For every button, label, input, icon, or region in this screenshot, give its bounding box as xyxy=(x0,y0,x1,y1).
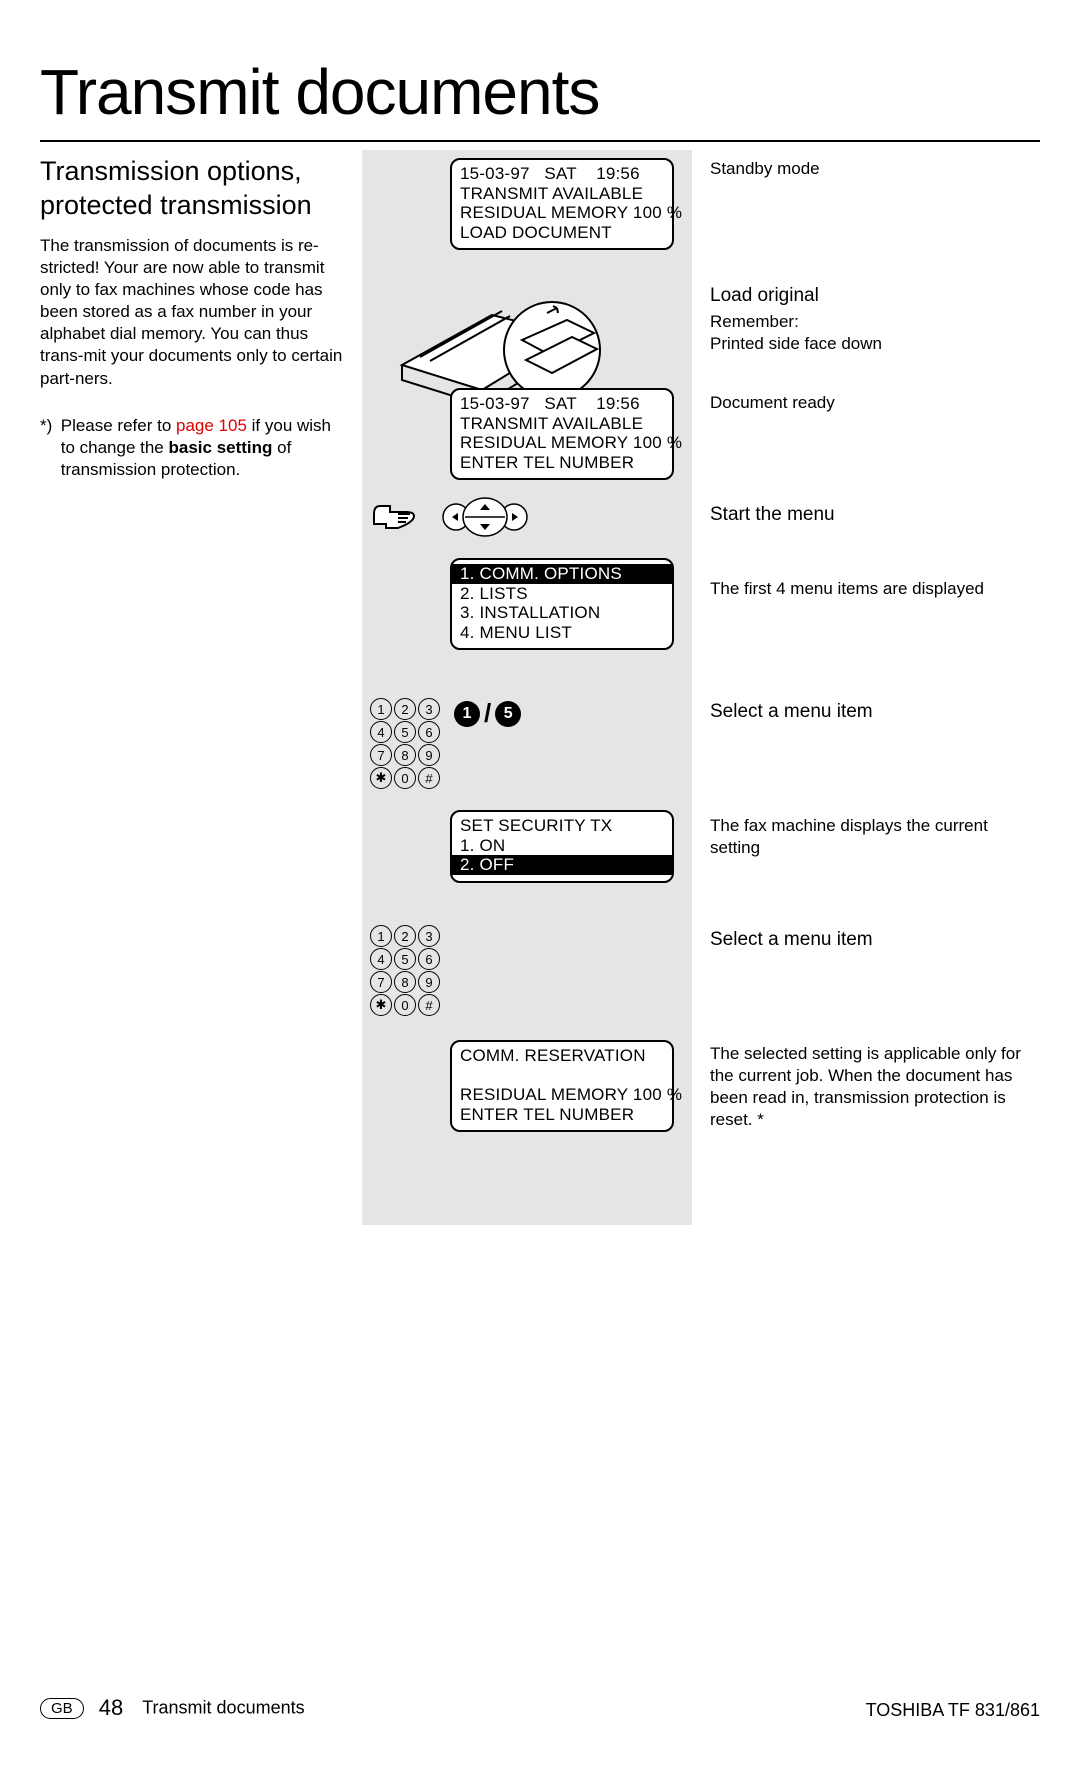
keypad-key: 5 xyxy=(394,948,416,970)
digit-circle: 1 xyxy=(454,701,480,727)
keypad-key: ✱ xyxy=(370,994,392,1016)
keypad-key: ✱ xyxy=(370,767,392,789)
note-menu-text: The first 4 menu items are displayed xyxy=(710,578,1040,600)
page-number: 48 xyxy=(99,1695,123,1720)
digit-circle: 5 xyxy=(495,701,521,727)
lcd-line-selected: 2. OFF xyxy=(452,855,672,875)
footer-title: Transmit documents xyxy=(142,1698,304,1718)
pointing-hand-icon xyxy=(370,500,418,532)
lcd-line: 2. LISTS xyxy=(460,584,528,603)
lcd-line: ENTER TEL NUMBER xyxy=(460,1105,634,1124)
keypad-key: 4 xyxy=(370,948,392,970)
lcd-ready: 15-03-97 SAT 19:56 TRANSMIT AVAILABLE RE… xyxy=(450,388,674,480)
menu-selection-digits: 1 / 5 xyxy=(454,698,521,729)
keypad-key: 3 xyxy=(418,925,440,947)
lcd-line: RESIDUAL MEMORY 100 % xyxy=(460,1085,682,1104)
lcd-line: 1. ON xyxy=(460,836,505,855)
keypad-key: 9 xyxy=(418,744,440,766)
lcd-reservation: COMM. RESERVATION RESIDUAL MEMORY 100 % … xyxy=(450,1040,674,1132)
footnote-text: Please refer to page 105 if you wish to … xyxy=(61,415,341,481)
footnote-page-link: page 105 xyxy=(176,416,247,435)
keypad-key: 6 xyxy=(418,948,440,970)
keypad-key: 4 xyxy=(370,721,392,743)
subtitle-line-2: protected transmission xyxy=(40,190,312,220)
lcd-line: SET SECURITY TX xyxy=(460,816,612,835)
note-ready: Document ready xyxy=(710,392,1040,414)
section-subtitle: Transmission options, protected transmis… xyxy=(40,155,312,223)
slash: / xyxy=(484,698,491,729)
keypad-key: 1 xyxy=(370,698,392,720)
note-heading: Select a menu item xyxy=(710,928,1040,953)
note-select-1-text: The fax machine displays the current set… xyxy=(710,815,1040,859)
note-heading: Start the menu xyxy=(710,503,1040,528)
keypad-key: # xyxy=(418,994,440,1016)
lcd-line: LOAD DOCUMENT xyxy=(460,223,612,242)
subtitle-line-1: Transmission options, xyxy=(40,156,302,186)
lcd-line: 3. INSTALLATION xyxy=(460,603,600,622)
page-title: Transmit documents xyxy=(40,55,599,129)
note-standby: Standby mode xyxy=(710,158,1040,180)
note-heading: Select a menu item xyxy=(710,700,1040,725)
keypad-key: 8 xyxy=(394,971,416,993)
note-text: Printed side face down xyxy=(710,333,1040,355)
body-paragraph: The transmission of documents is re-stri… xyxy=(40,235,350,390)
lcd-line: RESIDUAL MEMORY 100 % xyxy=(460,433,682,452)
keypad-key: 5 xyxy=(394,721,416,743)
lcd-line: ENTER TEL NUMBER xyxy=(460,453,634,472)
keypad-key: 3 xyxy=(418,698,440,720)
footnote-bold: basic setting xyxy=(169,438,273,457)
keypad-key: 1 xyxy=(370,925,392,947)
footnote-pre: Please refer to xyxy=(61,416,176,435)
keypad-key: # xyxy=(418,767,440,789)
lcd-line: RESIDUAL MEMORY 100 % xyxy=(460,203,682,222)
note-menu: Start the menu xyxy=(710,503,1040,530)
keypad-key: 8 xyxy=(394,744,416,766)
note-select-2: Select a menu item xyxy=(710,928,1040,955)
keypad-icon: 123 456 789 ✱0# xyxy=(370,925,450,1017)
page-footer: GB 48 Transmit documents TOSHIBA TF 831/… xyxy=(40,1695,1040,1721)
horizontal-rule xyxy=(40,140,1040,142)
keypad-key: 0 xyxy=(394,994,416,1016)
keypad-key: 7 xyxy=(370,744,392,766)
keypad-key: 9 xyxy=(418,971,440,993)
lcd-standby: 15-03-97 SAT 19:56 TRANSMIT AVAILABLE RE… xyxy=(450,158,674,250)
lcd-line-selected: 1. COMM. OPTIONS xyxy=(452,564,672,584)
procedure-column: 15-03-97 SAT 19:56 TRANSMIT AVAILABLE RE… xyxy=(362,150,692,1225)
lcd-line: 15-03-97 SAT 19:56 xyxy=(460,394,640,413)
footnote-mark: *) xyxy=(40,415,56,437)
lcd-line: TRANSMIT AVAILABLE xyxy=(460,414,643,433)
note-select-2-text: The selected setting is applicable only … xyxy=(710,1043,1040,1131)
lcd-line: 4. MENU LIST xyxy=(460,623,572,642)
country-badge: GB xyxy=(40,1698,84,1719)
keypad-key: 2 xyxy=(394,925,416,947)
lcd-security: SET SECURITY TX 1. ON 2. OFF xyxy=(450,810,674,883)
note-heading: Load original xyxy=(710,284,1040,309)
keypad-key: 7 xyxy=(370,971,392,993)
lcd-line: COMM. RESERVATION xyxy=(460,1046,646,1065)
keypad-icon: 123 456 789 ✱0# xyxy=(370,698,450,790)
footnote: *) Please refer to page 105 if you wish … xyxy=(40,415,350,481)
lcd-line: TRANSMIT AVAILABLE xyxy=(460,184,643,203)
lcd-line: 15-03-97 SAT 19:56 xyxy=(460,164,640,183)
note-text: Remember: xyxy=(710,311,1040,333)
keypad-key: 0 xyxy=(394,767,416,789)
keypad-key: 2 xyxy=(394,698,416,720)
keypad-key: 6 xyxy=(418,721,440,743)
footer-model: TOSHIBA TF 831/861 xyxy=(866,1700,1040,1721)
note-select-1: Select a menu item xyxy=(710,700,1040,727)
note-load: Load original Remember: Printed side fac… xyxy=(710,284,1040,355)
lcd-menu: 1. COMM. OPTIONS 2. LISTS 3. INSTALLATIO… xyxy=(450,558,674,650)
nav-button-cluster-icon xyxy=(440,496,530,538)
